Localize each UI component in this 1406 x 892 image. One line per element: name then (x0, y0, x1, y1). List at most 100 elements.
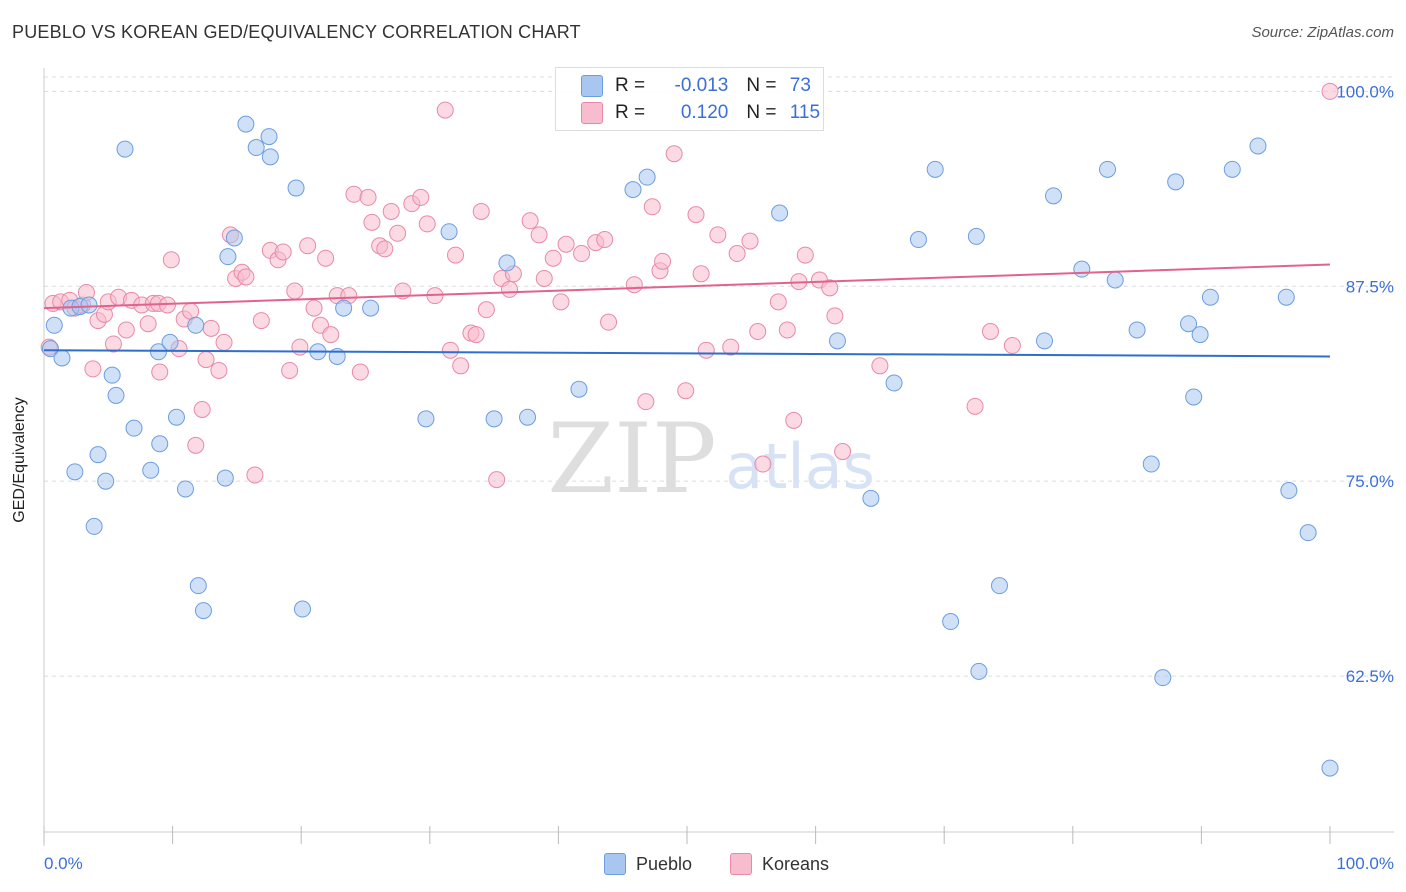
korean-point (351, 363, 369, 381)
pueblo-point (1223, 160, 1241, 178)
pueblo-point (287, 179, 305, 197)
korean-point (1321, 82, 1339, 100)
pueblo-n-value: 73 (789, 75, 811, 96)
pueblo-point (990, 577, 1008, 595)
korean-point (418, 215, 436, 233)
y-tick-label: 75.0% (1346, 472, 1394, 491)
pueblo-trend-line (43, 349, 1331, 358)
pueblo-point (1142, 455, 1160, 473)
pueblo-point (225, 229, 243, 247)
korean-point (826, 307, 844, 325)
korean-point (376, 240, 394, 258)
pueblo-point (1128, 321, 1146, 339)
korean-point (697, 341, 715, 359)
pueblo-point (260, 128, 278, 146)
korean-point (363, 213, 381, 231)
korean-point (162, 251, 180, 269)
korean-point (692, 265, 710, 283)
korean-point (488, 471, 506, 489)
korean-point (436, 101, 454, 119)
pueblo-points (41, 115, 1339, 777)
pueblo-point (1045, 187, 1063, 205)
pueblo-r-value: -0.013 (674, 75, 729, 96)
korean-point (281, 361, 299, 379)
pueblo-point (187, 316, 205, 334)
legend-swatch-koreans (730, 853, 752, 875)
pueblo-point (1073, 260, 1091, 278)
pueblo-point (176, 480, 194, 498)
source-note: Source: ZipAtlas.com (1251, 24, 1394, 41)
korean-point (345, 185, 363, 203)
korean-point (452, 357, 470, 375)
korean-point (544, 249, 562, 267)
korean-point (834, 443, 852, 461)
korean-point (117, 321, 135, 339)
x-tick-label-max: 100.0% (1336, 854, 1394, 873)
pueblo-point (167, 408, 185, 426)
pueblo-point (1036, 332, 1054, 350)
pueblo-point (219, 248, 237, 266)
pueblo-point (97, 472, 115, 490)
korean-point (966, 397, 984, 415)
pueblo-point (1201, 288, 1219, 306)
korean-point (210, 361, 228, 379)
korean-point (654, 252, 672, 270)
pueblo-point (862, 489, 880, 507)
pueblo-point (125, 419, 143, 437)
korean-point (477, 301, 495, 319)
pueblo-point (116, 140, 134, 158)
pueblo-point (237, 115, 255, 133)
pueblo-point (828, 332, 846, 350)
korean-point (274, 243, 292, 261)
pueblo-point (519, 408, 537, 426)
korean-point (1003, 337, 1021, 355)
pueblo-point (66, 463, 84, 481)
korean-point (467, 326, 485, 344)
korean-point (557, 235, 575, 253)
axes (43, 68, 1394, 846)
korean-point (151, 363, 169, 381)
korean-point (665, 145, 683, 163)
trend-lines (43, 263, 1331, 358)
pueblo-point (624, 181, 642, 199)
korean-point (84, 360, 102, 378)
legend-item-koreans[interactable]: Koreans (730, 853, 829, 875)
pueblo-point (189, 577, 207, 595)
korean-point (754, 455, 772, 473)
y-tick-label: 62.5% (1346, 667, 1394, 686)
pueblo-point (53, 349, 71, 367)
pueblo-point (967, 227, 985, 245)
legend-item-pueblo[interactable]: Pueblo (604, 853, 692, 875)
pueblo-point (1280, 482, 1298, 500)
pueblo-point (1299, 524, 1317, 542)
korean-point (981, 323, 999, 341)
pueblo-point (485, 410, 503, 428)
pueblo-point (1321, 759, 1339, 777)
korean-point (299, 237, 317, 255)
korean-point (778, 321, 796, 339)
korean-point (389, 224, 407, 242)
korean-point (637, 393, 655, 411)
pueblo-point (89, 446, 107, 464)
pueblo-point (771, 204, 789, 222)
x-tick-label-min: 0.0% (44, 854, 83, 873)
korean-point (821, 279, 839, 297)
legend-label-koreans: Koreans (762, 853, 830, 874)
korean-point (412, 188, 430, 206)
korean-point (749, 323, 767, 341)
pueblo-point (151, 435, 169, 453)
korean-point (322, 326, 340, 344)
koreans-r-label: R = (615, 102, 651, 123)
korean-point (215, 333, 233, 351)
y-tick-label: 100.0% (1336, 82, 1394, 101)
koreans-r-value: 0.120 (680, 102, 729, 123)
korean-point (785, 411, 803, 429)
korean-point (741, 232, 759, 250)
pueblo-point (335, 299, 353, 317)
korean-point (687, 206, 705, 224)
pueblo-point (1191, 326, 1209, 344)
pueblo-point (1249, 137, 1267, 155)
korean-points (40, 82, 1339, 489)
pueblo-point (638, 168, 656, 186)
bottom-legend: Pueblo Koreans (0, 851, 1406, 879)
